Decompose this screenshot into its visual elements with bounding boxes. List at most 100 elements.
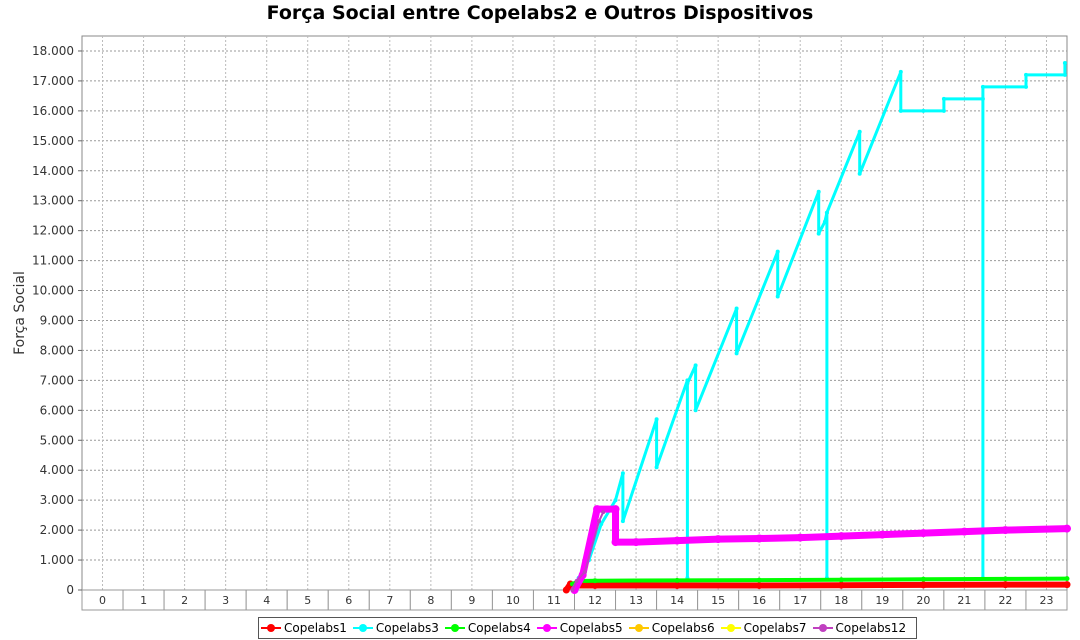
legend-label: Copelabs4 [467, 621, 531, 635]
data-point-copelabs3 [599, 522, 604, 527]
y-tick-label: 14.000 [32, 164, 74, 178]
x-tick-label: 0 [99, 594, 106, 607]
data-point-copelabs5 [755, 534, 764, 543]
data-point-copelabs3 [857, 171, 862, 176]
legend-item-copelabs1: Copelabs1 [261, 621, 347, 635]
data-point-copelabs5 [837, 532, 846, 541]
data-point-copelabs5 [960, 527, 969, 536]
data-point-copelabs3 [775, 249, 780, 254]
y-axis-label: Força Social [12, 271, 28, 355]
legend-item-copelabs3: Copelabs3 [352, 621, 439, 635]
y-tick-label: 2.000 [40, 523, 74, 537]
legend-swatch-icon [444, 624, 465, 632]
x-tick-label: 7 [386, 594, 393, 607]
data-point-copelabs3 [1024, 72, 1028, 77]
x-tick-label: 12 [588, 594, 602, 607]
data-point-copelabs12 [582, 570, 587, 574]
data-point-copelabs1 [673, 582, 681, 589]
y-tick-label: 4.000 [40, 463, 74, 477]
x-tick-label: 15 [711, 594, 725, 607]
legend-swatch-icon [628, 624, 649, 632]
legend-label: Copelabs5 [559, 621, 623, 635]
legend-item-copelabs6: Copelabs6 [628, 621, 715, 635]
y-tick-label: 17.000 [32, 74, 74, 88]
y-tick-label: 9.000 [40, 313, 74, 327]
legend-label: Copelabs7 [743, 621, 807, 635]
data-point-copelabs3 [685, 381, 690, 386]
legend-label: Copelabs6 [651, 621, 715, 635]
data-point-copelabs5 [878, 530, 887, 539]
x-tick-label: 11 [547, 594, 561, 607]
data-point-copelabs1 [755, 582, 763, 589]
x-tick-label: 2 [181, 594, 188, 607]
data-point-copelabs12 [574, 579, 579, 583]
data-point-copelabs3 [980, 96, 985, 101]
data-point-copelabs3 [822, 219, 827, 224]
legend-item-copelabs7: Copelabs7 [720, 621, 807, 635]
data-point-copelabs4 [756, 577, 762, 583]
x-tick-label: 22 [998, 594, 1012, 607]
legend-swatch-icon [261, 624, 281, 632]
y-tick-label: 8.000 [40, 343, 74, 357]
y-tick-label: 16.000 [32, 104, 74, 118]
series-line-copelabs5 [571, 505, 1068, 592]
data-point-copelabs3 [734, 306, 739, 311]
data-point-copelabs5 [611, 538, 620, 547]
y-tick-label: 10.000 [32, 284, 74, 298]
data-point-copelabs5 [714, 535, 723, 544]
y-tick-label: 3.000 [40, 493, 74, 507]
data-point-copelabs3 [921, 108, 926, 113]
y-tick-label: 18.000 [32, 44, 74, 58]
x-tick-label: 17 [793, 594, 807, 607]
data-point-copelabs4 [1064, 576, 1070, 582]
y-tick-label: 12.000 [32, 224, 74, 238]
x-tick-label: 3 [222, 594, 229, 607]
data-point-copelabs5 [673, 536, 682, 545]
x-tick-label: 8 [427, 594, 434, 607]
x-tick-label: 1 [140, 594, 147, 607]
data-point-copelabs3 [685, 378, 690, 383]
data-point-copelabs3 [620, 471, 625, 476]
data-point-copelabs4 [838, 577, 844, 583]
data-point-copelabs1 [591, 582, 599, 589]
legend-label: Copelabs1 [284, 621, 347, 635]
x-tick-label: 4 [263, 594, 270, 607]
x-tick-label: 21 [957, 594, 971, 607]
data-point-copelabs3 [980, 84, 985, 89]
data-point-copelabs3 [1062, 72, 1067, 77]
data-point-copelabs3 [898, 108, 903, 113]
legend-swatch-icon [812, 624, 833, 632]
data-point-copelabs12 [601, 510, 606, 515]
legend-swatch-icon [352, 624, 373, 632]
y-tick-label: 1.000 [40, 553, 74, 567]
data-point-copelabs5 [919, 529, 928, 538]
data-point-copelabs3 [1024, 84, 1028, 89]
data-point-copelabs3 [620, 519, 625, 524]
data-point-copelabs4 [674, 577, 680, 583]
data-point-copelabs3 [613, 498, 618, 503]
x-tick-label: 9 [468, 594, 475, 607]
y-tick-label: 11.000 [32, 254, 74, 268]
x-tick-label: 14 [670, 594, 684, 607]
x-tick-label: 18 [834, 594, 848, 607]
y-tick-label: 7.000 [40, 373, 74, 387]
legend-swatch-icon [720, 624, 741, 632]
legend-label: Copelabs3 [375, 621, 439, 635]
x-axis: 0 1 2 3 4 5 6 7 8 9 10 11 12 13 14 15 16 17 18 19 20 21 22 23 [81, 589, 1068, 611]
y-tick-label: 13.000 [32, 194, 74, 208]
y-axis: 0 1.000 2.000 3.000 4.000 5.000 6.000 7.000 8.00… [32, 44, 82, 597]
legend: Copelabs1 Copelabs3 Copelabs4 Copelabs5 Cope… [258, 617, 918, 639]
data-point-copelabs3 [1062, 61, 1067, 65]
legend-item-copelabs5: Copelabs5 [536, 621, 623, 635]
series-layer [562, 61, 1071, 594]
data-point-copelabs5 [1001, 526, 1010, 535]
data-point-copelabs1 [1001, 581, 1009, 589]
data-point-copelabs12 [597, 519, 602, 524]
x-tick-label: 23 [1039, 594, 1053, 607]
data-point-copelabs3 [824, 210, 829, 215]
data-point-copelabs3 [775, 294, 780, 299]
data-point-copelabs1 [837, 581, 845, 589]
data-point-copelabs3 [654, 465, 659, 470]
data-point-copelabs1 [562, 586, 570, 594]
